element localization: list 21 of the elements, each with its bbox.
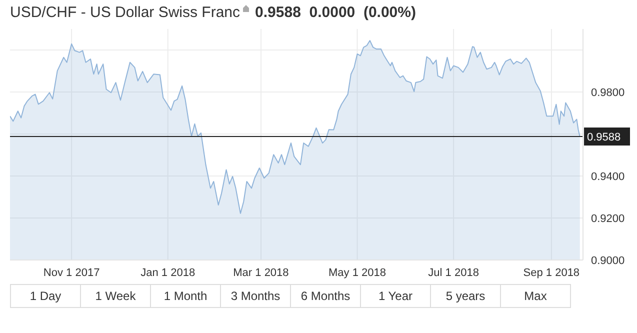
x-tick-label: May 1 2018 [328,266,386,279]
y-tick-label: 0.9000 [591,254,625,267]
text: 1 Year [360,285,430,307]
x-tick-label: Sep 1 2018 [523,266,580,279]
text: 5 years [430,285,500,307]
text: Max [500,285,570,307]
y-tick-label: 0.9800 [591,86,625,99]
text: 1 Day [28,288,62,305]
ref-line-label: 0.9588 [587,132,621,144]
y-tick-label: 0.9400 [591,170,625,183]
x-tick-label: Nov 1 2017 [43,266,100,279]
y-tick-label: 0.9200 [591,212,625,225]
chart-title: USD/CHF - US Dollar Swiss Franc [10,4,240,21]
x-tick-label: Jan 1 2018 [140,266,196,279]
text: 3 Months [220,285,290,307]
x-tick-label: Mar 1 2018 [233,266,289,279]
x-tick-label: Jul 1 2018 [428,266,479,279]
text: 6 Months [290,285,360,307]
text: 1 Month [150,285,220,307]
chart-subtitle: 0.9588 0.0000 (0.00%) [255,4,416,21]
text: 1 Week [80,285,150,307]
